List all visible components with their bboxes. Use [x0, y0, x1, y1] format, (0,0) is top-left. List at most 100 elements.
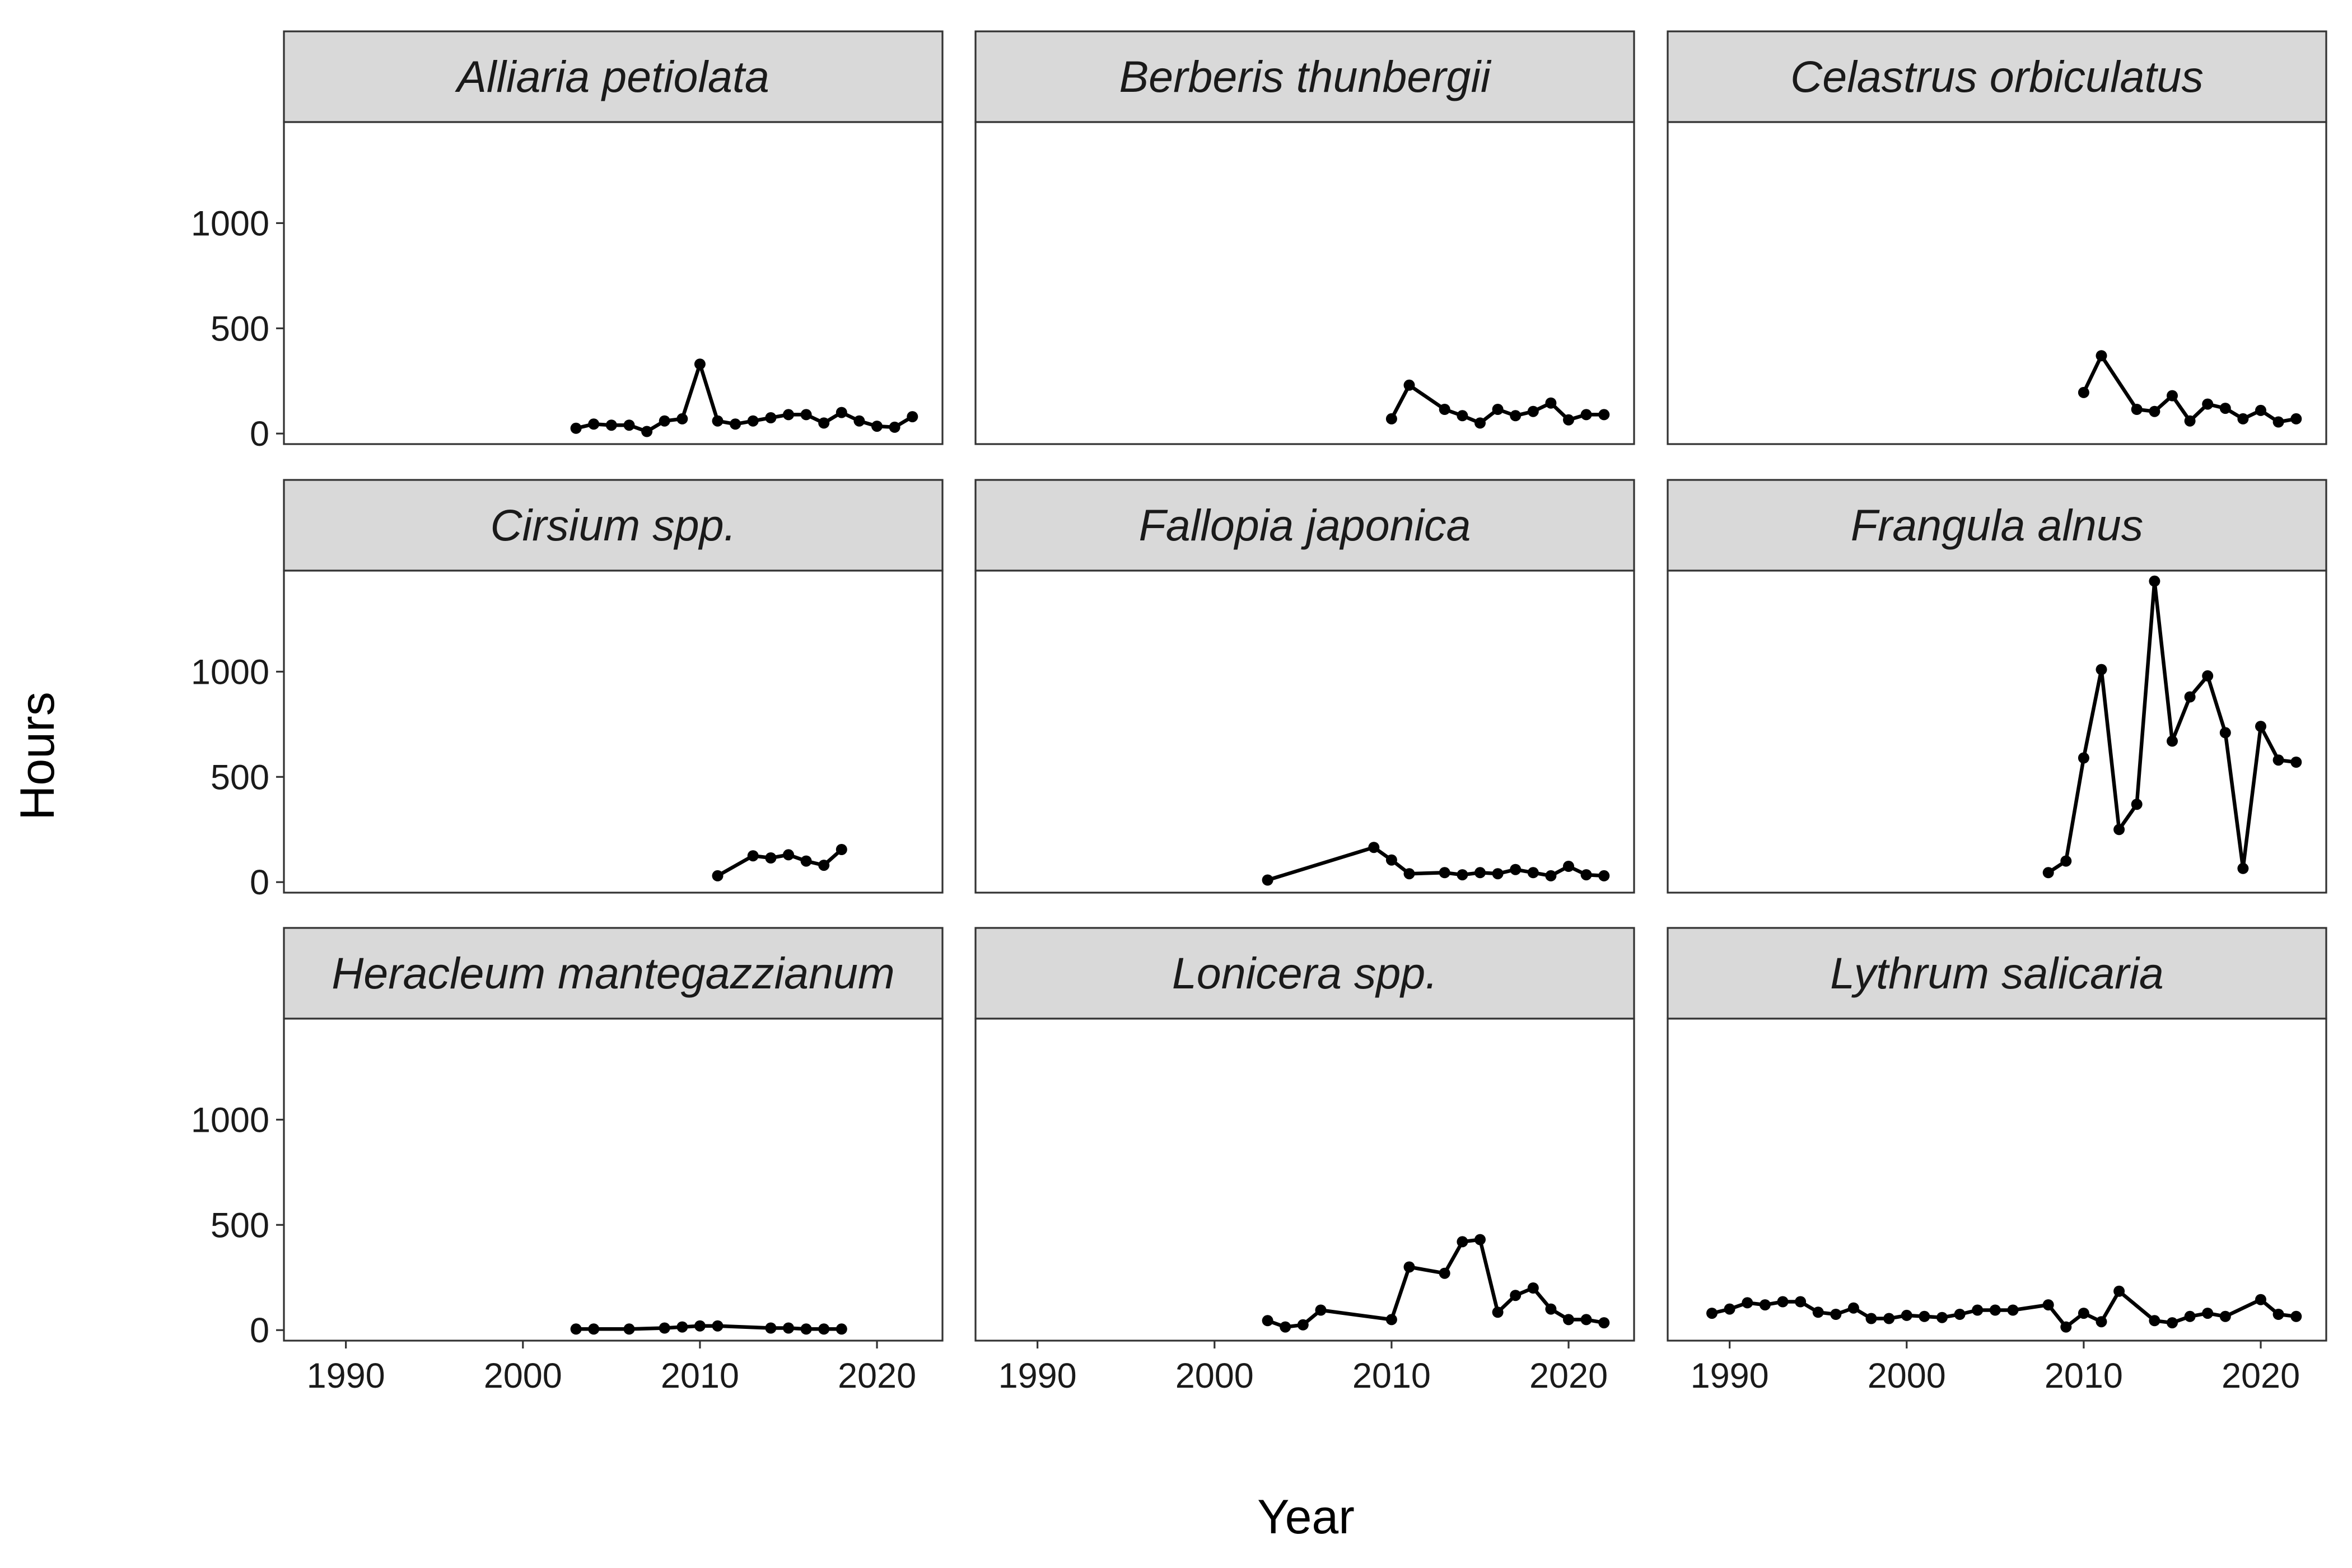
data-point: [853, 415, 865, 427]
facet-panel-heracleum-mantegazzianum: Heracleum mantegazzianum 0 500 1000 1990 2000…: [191, 927, 944, 1396]
panel-area: [1667, 570, 2327, 894]
x-tick-label: 2000: [1868, 1356, 1946, 1396]
x-axis-title: Year: [1257, 1490, 1355, 1544]
data-point: [2272, 1309, 2284, 1320]
data-point: [1385, 1314, 1397, 1326]
data-point: [1457, 869, 1468, 881]
data-point: [623, 1323, 635, 1335]
facet-strip: [283, 30, 944, 123]
y-tick-label: 500: [211, 309, 269, 348]
data-point: [1545, 1303, 1557, 1315]
data-point: [800, 1323, 812, 1335]
data-point: [712, 1320, 724, 1332]
data-point: [1474, 867, 1486, 879]
data-point: [676, 413, 688, 424]
data-point: [1598, 1317, 1610, 1329]
panel-area: [283, 1018, 944, 1342]
panel-area: [1667, 121, 2327, 445]
facet-panel-fallopia-japonica: Fallopia japonica: [974, 479, 1635, 894]
panel-area: [974, 570, 1635, 894]
data-point: [659, 1322, 670, 1334]
data-point: [2219, 403, 2231, 414]
data-point: [1972, 1304, 1984, 1316]
facet-strip: [283, 479, 944, 572]
data-point: [2167, 1317, 2178, 1329]
panel-area: [283, 570, 944, 894]
data-point: [2219, 1310, 2231, 1322]
data-point: [1936, 1312, 1948, 1323]
data-point: [1527, 1282, 1539, 1294]
data-point: [1919, 1310, 1930, 1322]
x-tick-label: 2020: [1529, 1356, 1608, 1396]
data-point: [1474, 1234, 1486, 1245]
data-point: [1865, 1313, 1877, 1324]
data-point: [1262, 1315, 1273, 1327]
facet-panel-alliaria-petiolata: Alliaria petiolata 0 500 1000: [191, 30, 944, 454]
data-point: [1439, 404, 1450, 415]
data-point: [1580, 409, 1592, 421]
data-point: [2202, 1308, 2214, 1319]
data-point: [1439, 1267, 1450, 1279]
data-point: [2078, 386, 2089, 398]
facet-title: Celastrus orbiculatus: [1790, 52, 2204, 101]
data-point: [783, 849, 794, 861]
data-point: [2237, 413, 2249, 424]
y-tick-label: 0: [250, 414, 269, 454]
data-point: [2255, 1294, 2266, 1305]
facet-strip: [283, 927, 944, 1020]
data-point: [2096, 664, 2107, 675]
data-point: [1297, 1319, 1309, 1331]
y-tick-label: 1000: [191, 204, 269, 243]
data-point: [2078, 752, 2089, 764]
data-point: [641, 426, 653, 437]
data-point: [1742, 1297, 1753, 1309]
facet-strip: [1667, 479, 2327, 572]
x-tick-label: 2000: [484, 1356, 562, 1396]
data-point: [2184, 691, 2196, 703]
data-point: [676, 1321, 688, 1333]
data-point: [818, 417, 830, 429]
x-tick-label: 1990: [307, 1356, 385, 1396]
data-point: [1510, 864, 1522, 875]
data-point: [1492, 404, 1504, 415]
data-point: [2202, 670, 2214, 682]
data-point: [712, 870, 724, 881]
data-point: [1901, 1309, 1912, 1321]
data-point: [836, 844, 847, 855]
data-point: [800, 409, 812, 421]
data-point: [2149, 405, 2160, 417]
data-point: [1563, 861, 1574, 872]
facet-title: Berberis thunbergii: [1119, 52, 1492, 101]
panel-area: [1667, 1018, 2327, 1342]
data-point: [1368, 842, 1380, 853]
facet-strip: [1667, 927, 2327, 1020]
x-tick-label: 2010: [2045, 1356, 2123, 1396]
data-point: [1527, 867, 1539, 879]
y-axis-title: Hours: [11, 692, 64, 820]
data-point: [2078, 1308, 2089, 1319]
data-point: [694, 1320, 706, 1332]
facet-title: Fallopia japonica: [1139, 500, 1471, 550]
data-point: [2272, 754, 2284, 766]
panel-area: [974, 121, 1635, 445]
data-point: [1954, 1309, 1966, 1320]
data-point: [1563, 1314, 1574, 1326]
data-point: [783, 1322, 794, 1334]
data-point: [1492, 868, 1504, 880]
data-point: [1545, 870, 1557, 881]
data-point: [907, 411, 918, 423]
data-point: [1527, 405, 1539, 417]
data-point: [1403, 868, 1415, 880]
data-point: [2167, 735, 2178, 747]
data-point: [1385, 413, 1397, 424]
data-point: [1545, 397, 1557, 409]
panel-area: [283, 121, 944, 445]
data-point: [1883, 1313, 1895, 1324]
facet-panel-frangula-alnus: Frangula alnus: [1667, 479, 2327, 894]
data-point: [1598, 870, 1610, 881]
x-tick-label: 2010: [1352, 1356, 1431, 1396]
data-point: [2149, 575, 2160, 587]
y-tick-label: 500: [211, 1206, 269, 1245]
data-point: [889, 421, 900, 433]
data-point: [765, 1322, 777, 1334]
